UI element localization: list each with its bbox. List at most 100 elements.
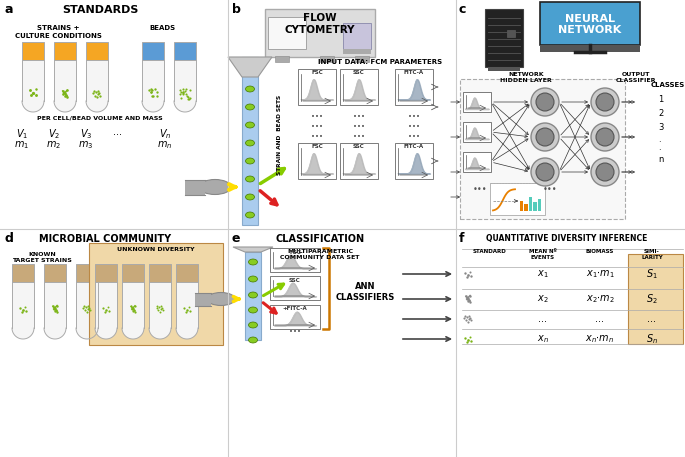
Bar [529,197,532,211]
Text: SSC: SSC [353,70,365,75]
Circle shape [531,123,559,151]
Text: +FITC-A: +FITC-A [283,307,308,312]
Text: INPUT DATA: FCM PARAMETERS: INPUT DATA: FCM PARAMETERS [318,59,442,65]
Text: $x_n$: $x_n$ [537,333,549,345]
Bar [540,45,640,52]
Bar [44,264,66,282]
Circle shape [531,158,559,186]
Ellipse shape [249,337,258,343]
Text: SSC: SSC [289,277,301,282]
Bar [95,264,117,282]
Bar [12,264,34,282]
Ellipse shape [249,322,258,328]
Text: FLOW
CYTOMETRY: FLOW CYTOMETRY [285,13,356,35]
Text: ...: ... [595,314,604,324]
Text: $x_1{\cdot}m_1$: $x_1{\cdot}m_1$ [586,268,614,280]
Polygon shape [228,57,272,77]
Ellipse shape [249,276,258,282]
Text: b: b [232,3,241,16]
FancyBboxPatch shape [540,2,640,45]
Bar [628,254,683,344]
Polygon shape [86,101,108,112]
Bar [22,60,44,101]
Text: ...: ... [647,314,656,324]
Polygon shape [176,328,198,339]
Bar [174,42,196,60]
Text: $x_2$: $x_2$ [537,293,549,305]
Polygon shape [44,328,66,339]
Ellipse shape [245,86,255,92]
Bar [460,79,625,219]
Bar [395,143,433,179]
Text: •••: ••• [353,124,365,130]
Ellipse shape [245,104,255,110]
Text: BIOMASS: BIOMASS [586,249,614,254]
Text: .: . [658,143,660,152]
Text: SIMI-
LARITY: SIMI- LARITY [641,249,663,260]
Text: $x_2{\cdot}m_2$: $x_2{\cdot}m_2$ [586,293,614,305]
Text: FSC: FSC [311,70,323,75]
Bar [195,292,211,305]
Circle shape [591,158,619,186]
Text: $V_3$: $V_3$ [79,127,92,141]
Bar [275,56,289,62]
Bar [176,282,198,328]
Text: ...: ... [114,127,123,137]
Text: $V_2$: $V_2$ [48,127,60,141]
Polygon shape [122,328,144,339]
Ellipse shape [249,307,258,313]
Text: OUTPUT
CLASSIFIER: OUTPUT CLASSIFIER [616,72,656,83]
Text: CLASSIFICATION: CLASSIFICATION [275,234,364,244]
FancyBboxPatch shape [89,243,223,345]
Polygon shape [22,101,44,112]
Polygon shape [142,101,164,112]
Text: $m_3$: $m_3$ [78,139,94,151]
Bar [270,248,320,272]
Bar [490,183,545,215]
Ellipse shape [245,122,255,128]
Text: •••: ••• [353,114,365,120]
Text: UNKNOWN DIVERSITY: UNKNOWN DIVERSITY [117,247,195,252]
Polygon shape [95,328,117,339]
Bar [320,56,334,62]
Bar [298,69,336,105]
Bar [44,282,66,328]
Text: QUANTITATIVE DIVERSITY INFERENCE: QUANTITATIVE DIVERSITY INFERENCE [486,234,648,243]
Text: STANDARDS: STANDARDS [62,5,138,15]
Bar [142,42,164,60]
Text: .: . [658,134,660,143]
Ellipse shape [199,180,231,195]
Bar [142,60,164,101]
Text: ANN
CLASSIFIERS: ANN CLASSIFIERS [336,282,395,302]
Text: $x_1$: $x_1$ [537,268,549,280]
Bar [245,252,261,340]
Bar [525,204,528,211]
Text: d: d [5,232,14,245]
Text: STANDARD: STANDARD [473,249,507,254]
Text: $m_2$: $m_2$ [47,139,62,151]
Text: a: a [5,3,14,16]
Bar [122,264,144,282]
Bar [54,60,76,101]
Bar [76,282,98,328]
Text: FSC: FSC [311,144,323,149]
Text: $m_n$: $m_n$ [158,139,173,151]
Text: •••: ••• [289,329,301,335]
Text: $V_n$: $V_n$ [159,127,171,141]
Bar [76,264,98,282]
Bar [485,9,523,67]
Polygon shape [174,101,196,112]
Text: •••: ••• [408,114,420,120]
Text: e: e [232,232,240,245]
Circle shape [596,93,614,111]
Bar [343,49,371,54]
Text: PER CELL/BEAD VOLUME AND MASS: PER CELL/BEAD VOLUME AND MASS [37,115,163,120]
Text: MEAN Nº
EVENTS: MEAN Nº EVENTS [529,249,557,260]
Bar [86,42,108,60]
Polygon shape [149,328,171,339]
Polygon shape [12,328,34,339]
Ellipse shape [249,259,258,265]
Text: ...: ... [538,314,547,324]
Ellipse shape [245,69,255,75]
Bar [270,305,320,329]
